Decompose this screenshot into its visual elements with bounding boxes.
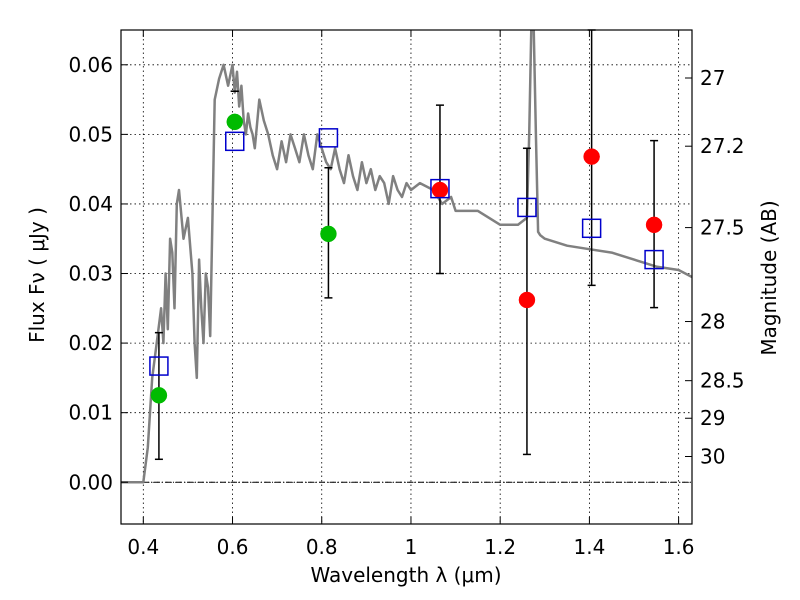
y-tick-label: 0.06 [68,53,113,77]
model-flux-square [149,356,169,376]
right-axis-ticks: 27 27.2 27.5 28 28.5 29 30 [685,66,745,469]
right-tick-label: 29 [700,406,725,430]
observed-flux-point [150,387,168,404]
y-tick-label: 0.04 [68,192,113,216]
right-tick-label: 27.2 [700,134,745,158]
sed-model-layer [121,30,692,484]
y-tick-label: 0.05 [68,122,113,146]
x-axis-ticks: 0.4 0.6 0.8 1 1.2 1.4 1.6 [127,30,695,559]
model-flux-square [517,197,537,218]
observed-flux-point [518,291,536,309]
x-tick-label: 0.6 [217,535,249,559]
y-tick-label: 0.01 [68,401,113,425]
data-markers [149,113,664,404]
x-tick-label: 1.6 [663,535,695,559]
x-axis-title: Wavelength λ (μm) [310,563,501,587]
y-tick-label: 0.02 [68,331,113,355]
y-axis-title: Flux Fν ( μJy ) [25,207,49,343]
observed-flux-point [431,181,449,199]
right-tick-label: 28 [700,310,725,334]
model-flux-square [225,131,245,152]
x-tick-label: 1.2 [484,535,516,559]
x-tick-label: 1.4 [573,535,605,559]
model-flux-square [318,128,339,148]
model-flux-square [644,249,664,270]
sed-model-line [121,30,692,484]
observed-flux-point [320,225,337,243]
right-tick-label: 27.5 [700,216,745,240]
right-axis-title: Magnitude (AB) [757,200,781,355]
x-tick-label: 0.8 [306,535,338,559]
model-flux-square [430,178,450,199]
observed-flux-point [226,113,244,131]
observed-flux-point [583,148,600,165]
plot-frame [120,29,693,525]
y-tick-label: 0.03 [68,262,113,286]
model-flux-square [581,218,602,239]
x-tick-label: 1 [405,535,418,559]
right-tick-label: 27 [700,66,725,90]
right-tick-label: 28.5 [700,369,745,393]
x-tick-label: 0.4 [127,535,159,559]
observed-flux-point [645,216,663,234]
y-axis-ticks: 0.00 0.01 0.02 0.03 0.04 0.05 0.06 [68,53,128,494]
grid-lines [121,30,692,524]
right-tick-label: 30 [700,445,725,469]
y-tick-label: 0.00 [68,470,113,494]
